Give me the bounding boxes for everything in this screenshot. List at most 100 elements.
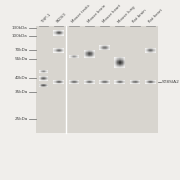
Bar [154,82,155,83]
Bar [61,82,62,83]
Bar [118,80,119,81]
Bar [71,83,72,84]
Bar [53,51,54,52]
Bar [56,82,57,83]
Bar [123,62,124,63]
Bar [117,58,118,59]
Bar [117,66,118,67]
Bar [90,80,91,81]
Bar [54,80,55,81]
Bar [108,46,109,47]
Bar [90,51,91,52]
Bar [92,53,93,54]
Bar [106,81,107,82]
Bar [155,52,156,53]
Bar [72,83,73,84]
Bar [89,81,90,82]
Bar [152,51,153,52]
Bar [120,59,121,60]
Bar [121,65,122,66]
Bar [121,80,122,81]
Bar [76,81,77,82]
Bar [59,51,60,52]
Bar [115,81,116,82]
Bar [146,48,147,49]
Bar [57,52,58,53]
Bar [78,56,79,57]
Bar [88,54,89,55]
Bar [84,55,85,56]
Bar [74,82,75,83]
Bar [109,46,110,47]
Bar [108,82,109,83]
Bar [77,83,78,84]
Bar [73,81,74,82]
Bar [105,81,106,82]
Bar [44,79,45,80]
Bar [116,82,117,83]
Bar [62,82,63,83]
Bar [102,82,103,83]
Bar [40,84,41,85]
Bar [61,33,62,34]
Bar [130,80,131,81]
Bar [116,60,117,61]
Bar [133,82,134,83]
Bar [150,50,151,51]
Bar [149,51,150,52]
Bar [114,57,115,58]
Bar [109,47,110,48]
Bar [148,83,149,84]
Bar [84,81,85,82]
Bar [122,58,123,59]
Bar [106,47,107,48]
Bar [56,30,57,31]
Bar [42,76,43,77]
Bar [115,64,116,65]
Bar [103,46,104,47]
Bar [53,33,54,34]
Bar [55,48,56,49]
Bar [90,53,91,54]
Bar [41,85,42,86]
Bar [86,82,87,83]
Bar [119,66,120,67]
Bar [78,82,79,83]
Bar [60,30,61,31]
Bar [148,81,149,82]
Bar [109,45,110,46]
Bar [150,48,151,49]
Bar [53,32,54,33]
Bar [56,51,57,52]
Bar [86,50,87,51]
Bar [100,47,101,48]
Bar [99,49,100,50]
Bar [36,26,158,133]
Bar [47,85,48,86]
Bar [61,34,62,35]
Bar [62,33,63,34]
Bar [145,52,146,53]
Bar [90,57,91,58]
Bar [124,65,125,66]
Bar [149,83,150,84]
Bar [87,80,88,81]
Bar [104,48,105,49]
Bar [89,83,90,84]
Bar [84,54,85,55]
Bar [90,54,91,55]
Bar [114,67,115,68]
Bar [132,80,133,81]
Bar [99,82,100,83]
Bar [55,81,56,82]
Bar [106,48,107,49]
Bar [124,63,125,64]
Bar [75,57,76,58]
Bar [60,34,61,35]
Bar [101,47,102,48]
Bar [121,81,122,82]
Bar [57,83,58,84]
Bar [59,31,60,32]
Bar [106,45,107,46]
Bar [153,51,154,52]
